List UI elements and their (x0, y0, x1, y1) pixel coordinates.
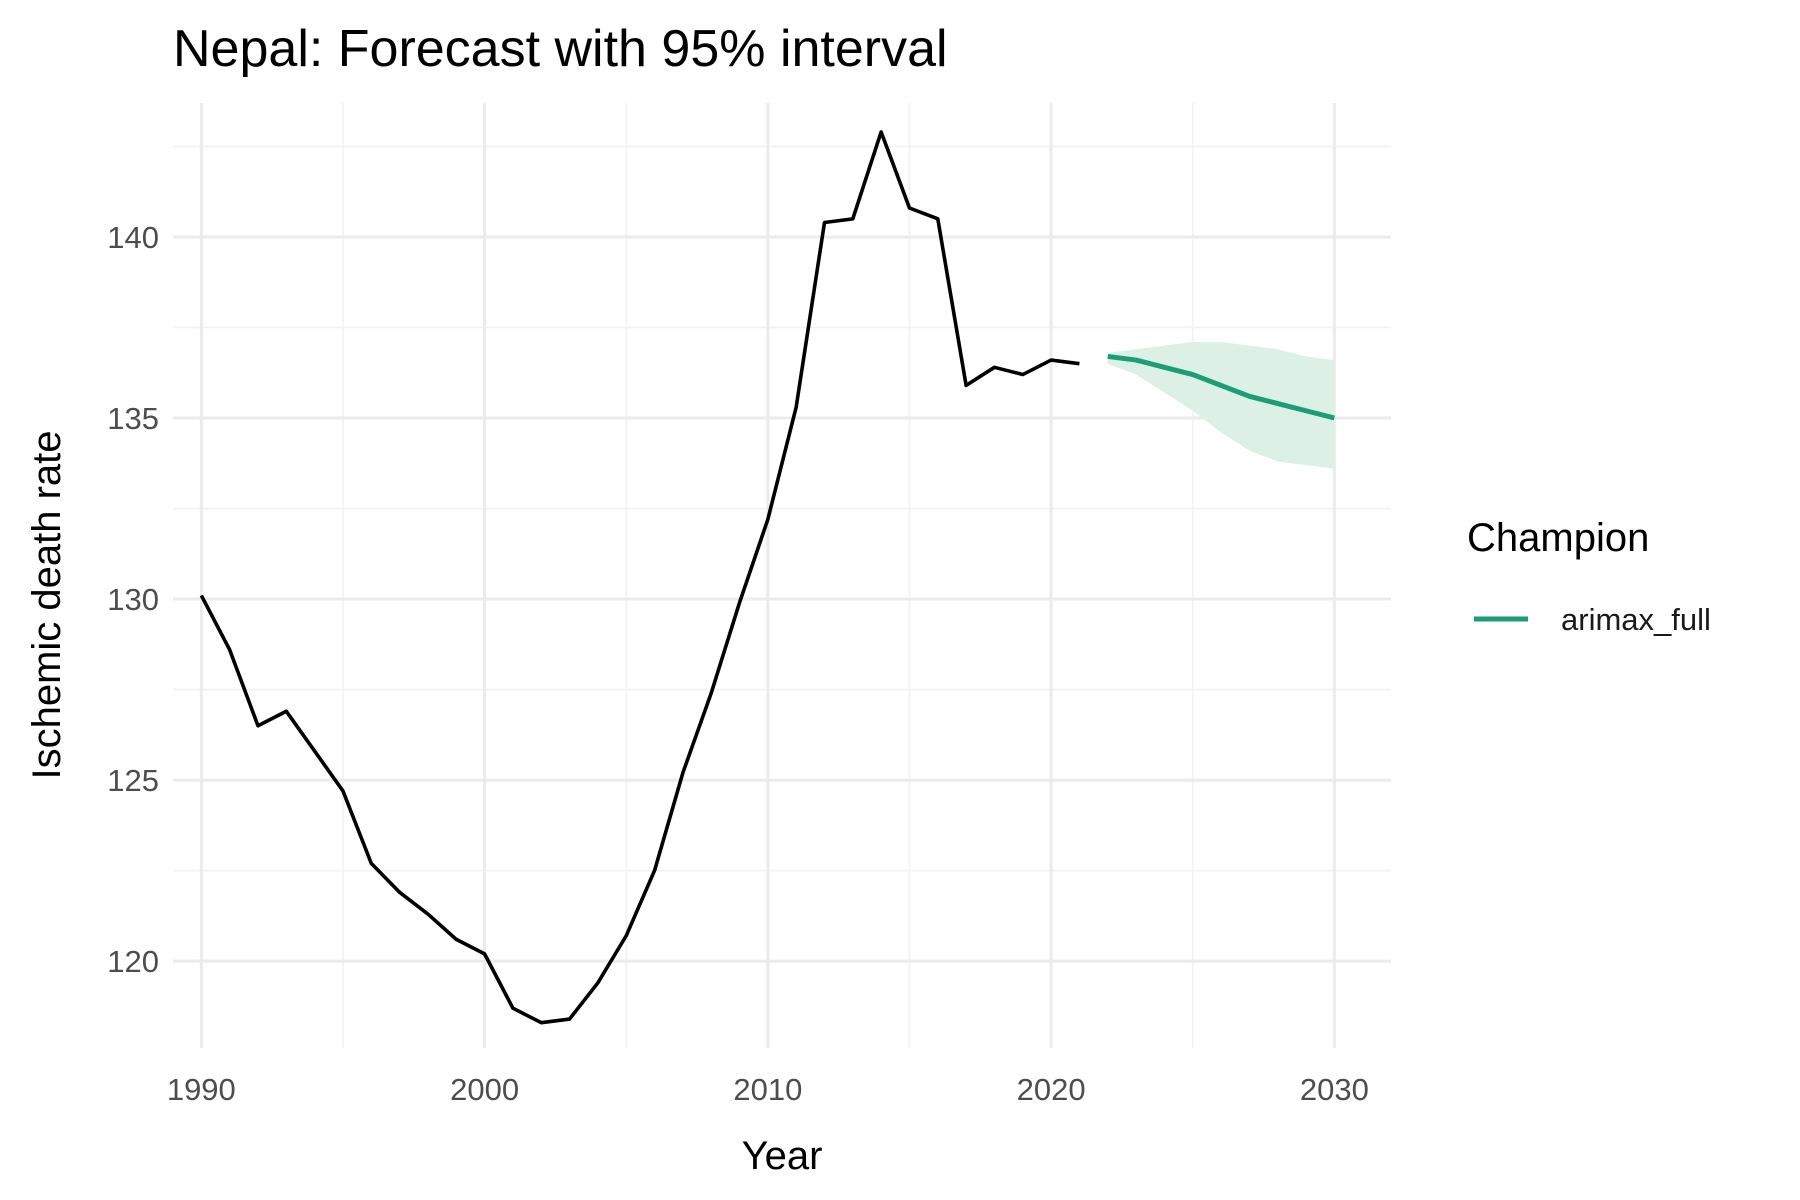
forecast-line (1107, 353, 1335, 421)
y-axis-title: Ischemic death rate (25, 430, 69, 779)
x-tick-label: 2010 (733, 1072, 802, 1107)
y-tick-label: 125 (107, 763, 159, 798)
legend: Champion arimax_full (1467, 516, 1711, 637)
x-axis-ticks: 1990 2000 2010 2020 2030 (167, 1072, 1369, 1107)
y-axis-ticks: 120 125 130 135 140 (107, 220, 159, 979)
series-lines-layer (199, 130, 1335, 1025)
legend-title: Champion (1467, 516, 1649, 560)
y-tick-label: 120 (107, 944, 159, 979)
chart-title: Nepal: Forecast with 95% interval (173, 20, 948, 78)
grid-major (173, 103, 1391, 1048)
x-tick-label: 2030 (1300, 1072, 1369, 1107)
x-axis-title: Year (742, 1134, 823, 1178)
grid-minor (173, 103, 1391, 1048)
x-tick-label: 1990 (167, 1072, 236, 1107)
confidence-ribbon (1107, 341, 1335, 469)
y-tick-label: 130 (107, 582, 159, 617)
x-tick-label: 2020 (1017, 1072, 1086, 1107)
y-tick-label: 135 (107, 401, 159, 436)
y-tick-label: 140 (107, 220, 159, 255)
history-line (199, 130, 1080, 1025)
confidence-ribbon-layer (1107, 341, 1335, 469)
legend-label-arimax-full: arimax_full (1561, 602, 1711, 637)
x-tick-label: 2000 (450, 1072, 519, 1107)
